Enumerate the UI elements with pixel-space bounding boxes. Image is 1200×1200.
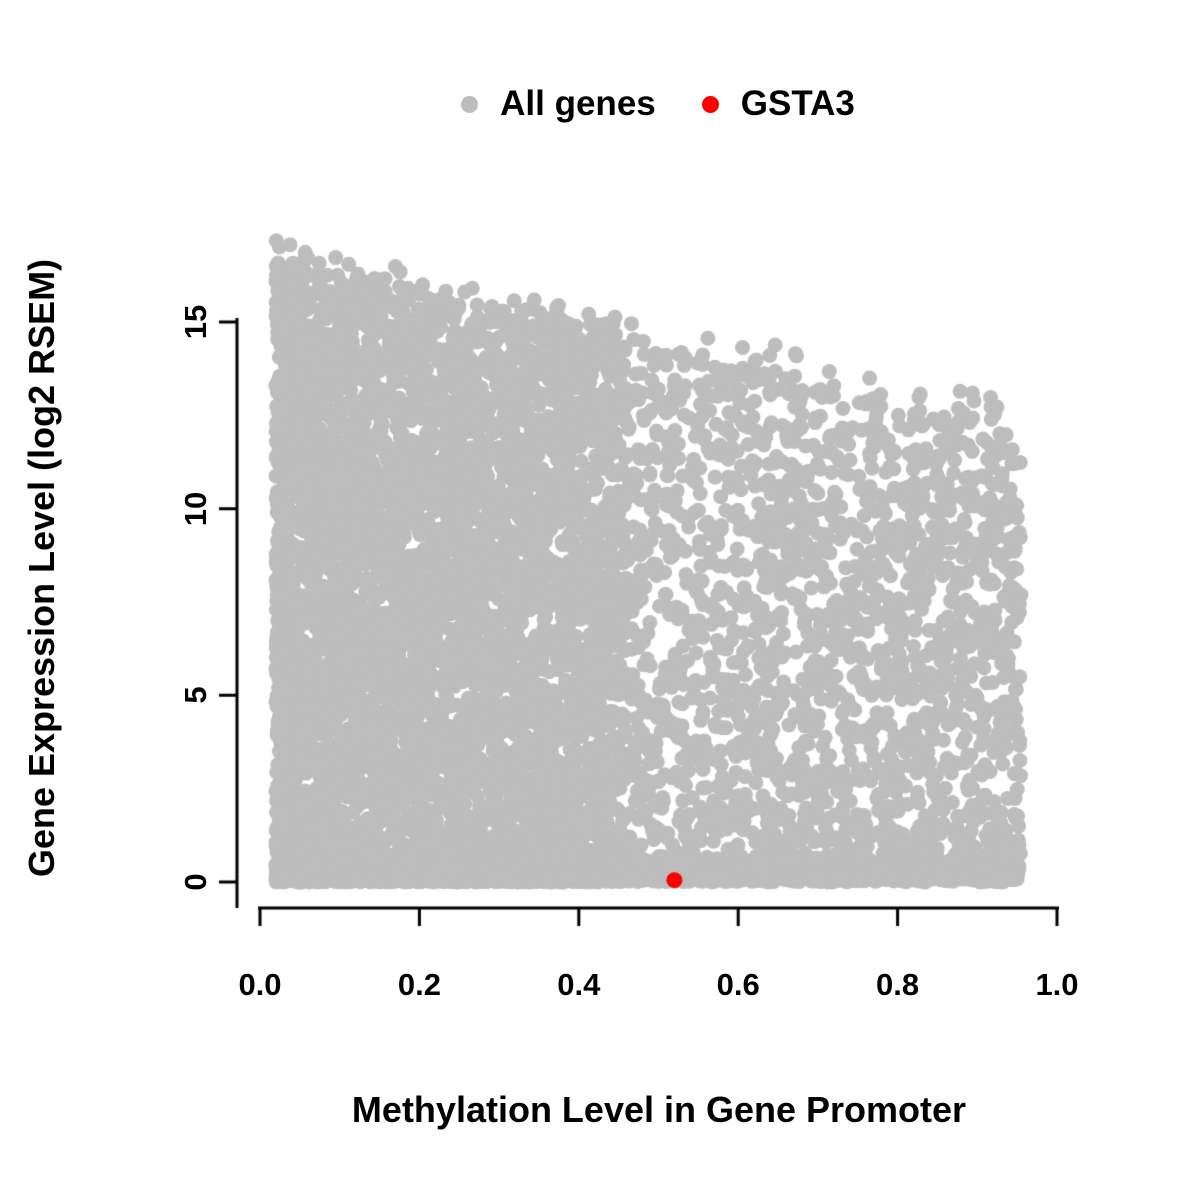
y-tick-label: 0: [178, 873, 213, 891]
legend-entry-gsta3: GSTA3: [701, 84, 855, 124]
x-tick-label: 0.4: [557, 967, 601, 1002]
x-tick-label: 0.0: [238, 967, 282, 1002]
x-tick-label: 0.6: [716, 967, 760, 1002]
y-tick-label: 5: [178, 686, 213, 704]
x-tick-label: 1.0: [1035, 967, 1079, 1002]
legend-label-gsta3: GSTA3: [740, 84, 855, 123]
y-axis-title: Gene Expression Level (log2 RSEM): [21, 258, 62, 878]
legend-entry-all-genes: All genes: [461, 84, 656, 124]
x-axis-title: Methylation Level in Gene Promoter: [351, 1089, 967, 1130]
y-tick-label: 10: [178, 491, 213, 526]
all-genes-marker-icon: [461, 95, 479, 113]
x-tick-label: 0.2: [397, 967, 441, 1002]
x-tick-label: 0.8: [876, 967, 920, 1002]
y-tick-label: 15: [178, 304, 213, 340]
legend-label-all-genes: All genes: [500, 84, 656, 123]
legend: All genes GSTA3: [58, 84, 1200, 124]
gsta3-marker-icon: [701, 95, 719, 113]
